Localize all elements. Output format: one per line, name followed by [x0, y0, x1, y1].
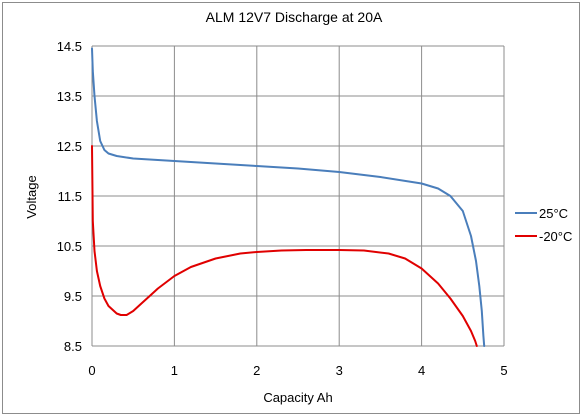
chart-title: ALM 12V7 Discharge at 20A	[206, 9, 383, 25]
y-tick-label: 8.5	[64, 339, 82, 354]
y-tick-label: 11.5	[58, 189, 82, 204]
series-line-2	[91, 145, 478, 347]
y-tick-label: 13.5	[57, 89, 82, 104]
x-tick-label: 5	[500, 363, 507, 378]
y-tick-label: 10.5	[57, 239, 82, 254]
x-tick-label: 1	[171, 363, 178, 378]
y-tick-label: 14.5	[57, 39, 82, 54]
series-line-1	[91, 47, 486, 347]
x-tick-label: 2	[253, 363, 260, 378]
x-axis-label: Capacity Ah	[263, 390, 332, 405]
ticks: 8.5 9.5 10.5 11.5 12.5 13.5 14.5 0 1 2 3 4 5	[57, 39, 508, 378]
grid	[91, 45, 505, 347]
x-tick-label: 0	[88, 363, 95, 378]
y-axis-label: Voltage	[24, 175, 39, 218]
series-lines	[91, 47, 486, 347]
legend: 25°C -20°C	[515, 206, 572, 244]
y-tick-label: 9.5	[64, 289, 82, 304]
legend-label: 25°C	[539, 206, 568, 221]
y-tick-label: 12.5	[57, 139, 82, 154]
x-tick-label: 4	[418, 363, 425, 378]
x-tick-label: 3	[336, 363, 343, 378]
legend-label: -20°C	[539, 229, 572, 244]
